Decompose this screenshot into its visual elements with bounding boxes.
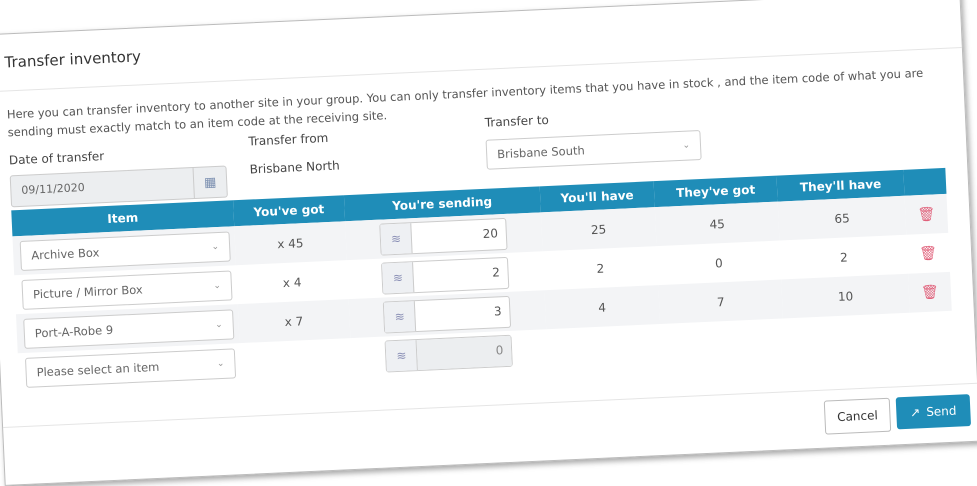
theyve-got-cell: 7 [658, 279, 784, 325]
cancel-button[interactable]: Cancel [823, 397, 892, 435]
sending-input[interactable]: ≋ 3 [382, 295, 512, 334]
chevron-down-icon: ⌄ [214, 319, 223, 330]
trash-icon[interactable]: 🗑 [917, 205, 936, 223]
sending-value: 2 [491, 264, 501, 280]
item-select[interactable]: Port-A-Robe 9 ⌄ [23, 308, 235, 349]
theyll-have-cell: 65 [777, 195, 907, 241]
youve-got-cell: x 45 [234, 221, 347, 266]
sending-value: 0 [416, 335, 513, 370]
youve-got-cell: x 7 [237, 299, 351, 344]
send-icon: ↗ [909, 405, 921, 420]
youve-got-cell: x 4 [282, 274, 302, 290]
item-value: Port-A-Robe 9 [34, 322, 114, 340]
item-placeholder: Please select an item [36, 359, 160, 379]
trash-icon[interactable]: 🗑 [918, 244, 938, 262]
transfer-from-label: Transfer from [248, 130, 329, 149]
sending-input[interactable]: ≋ 2 [381, 256, 510, 295]
send-button[interactable]: ↗ Send [895, 394, 972, 430]
stack-icon: ≋ [380, 222, 413, 255]
stack-icon: ≋ [384, 300, 417, 333]
trash-icon[interactable]: 🗑 [920, 283, 940, 301]
col-actions [903, 167, 947, 196]
date-value: 09/11/2020 [21, 180, 86, 197]
modal-footer: Cancel ↗ Send [3, 382, 977, 435]
transfer-to-value: Brisbane South [496, 143, 586, 162]
item-value: Archive Box [30, 244, 100, 262]
stack-icon: ≋ [385, 339, 419, 371]
theyve-got-cell: 0 [714, 255, 724, 270]
sending-value: 3 [493, 303, 502, 319]
youll-have-cell: 25 [540, 207, 657, 252]
send-label: Send [925, 403, 957, 420]
theyll-have-cell: 10 [781, 273, 910, 319]
transfer-to-label: Transfer to [484, 112, 550, 130]
youll-have-cell: 2 [596, 261, 605, 276]
chevron-down-icon: ⌄ [682, 140, 691, 151]
item-select[interactable]: Archive Box ⌄ [19, 230, 231, 271]
youll-have-cell: 4 [544, 285, 660, 330]
item-select[interactable]: Please select an item ⌄ [24, 347, 237, 388]
sending-input[interactable]: ≋ 0 [384, 334, 514, 373]
date-label: Date of transfer [8, 149, 105, 168]
sending-input[interactable]: ≋ 20 [379, 217, 508, 256]
chevron-down-icon: ⌄ [216, 358, 225, 369]
transfer-to-select[interactable]: Brisbane South ⌄ [485, 130, 702, 170]
item-select[interactable]: Picture / Mirror Box ⌄ [21, 269, 233, 310]
theyll-have-cell: 2 [839, 249, 848, 265]
sending-value: 20 [482, 225, 499, 241]
theyve-got-cell: 45 [654, 201, 780, 247]
stack-icon: ≋ [382, 261, 415, 294]
chevron-down-icon: ⌄ [211, 241, 220, 252]
chevron-down-icon: ⌄ [213, 280, 222, 291]
transfer-from-value: Brisbane North [249, 158, 340, 177]
item-value: Picture / Mirror Box [32, 281, 143, 301]
calendar-icon[interactable]: ▦ [192, 166, 227, 199]
